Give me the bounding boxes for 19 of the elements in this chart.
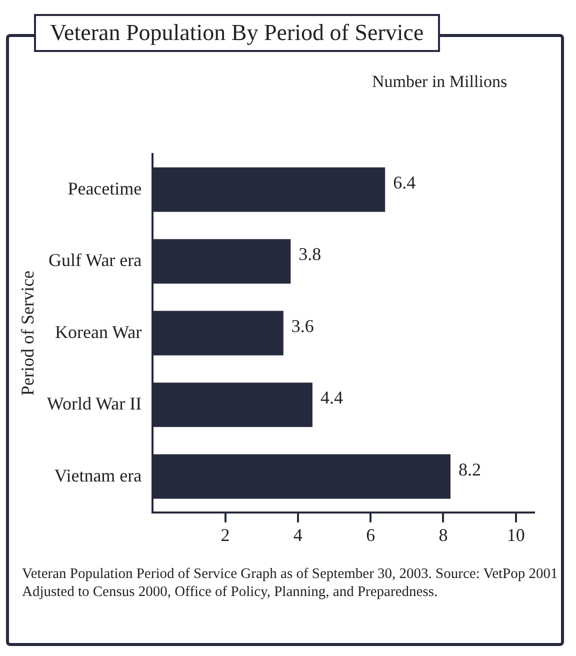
y-tick-label: World War II	[46, 394, 142, 414]
x-tick-label: 2	[220, 524, 230, 545]
chart-title: Veteran Population By Period of Service	[34, 14, 440, 52]
chart-subtitle: Number in Millions	[372, 72, 508, 92]
y-tick-label: Vietnam era	[54, 465, 142, 486]
y-tick-label: Gulf War era	[48, 250, 142, 270]
data-label: 8.2	[458, 459, 481, 480]
y-tick-label: Korean War	[54, 322, 142, 342]
text: Veteran Population Period of Service Graph as of September 30, 2003. Source: VetPop 2001 Adjusted to Census 2000, Office of Policy, Planning, and Preparedness.	[22, 565, 559, 602]
data-label: 3.6	[291, 316, 314, 336]
data-label: 6.4	[393, 172, 416, 192]
x-tick-label: 8	[438, 524, 448, 545]
x-tick-label: 6	[366, 524, 376, 545]
data-label: 4.4	[320, 388, 343, 408]
y-axis-title: Period of Service	[18, 270, 38, 396]
x-tick-label: 4	[293, 524, 302, 545]
data-label: 3.8	[298, 244, 322, 264]
x-tick-label: 10	[506, 524, 525, 545]
y-tick-label: Peacetime	[68, 178, 142, 198]
